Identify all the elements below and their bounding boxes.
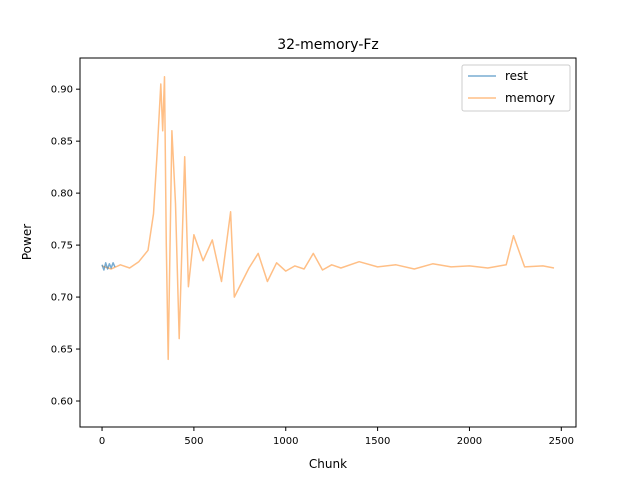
y-tick-label: 0.65: [51, 345, 73, 356]
y-tick-label: 0.70: [51, 293, 73, 304]
y-axis-label: Power: [20, 224, 34, 260]
chart-title: 32-memory-Fz: [277, 37, 379, 53]
y-tick-label: 0.60: [51, 397, 73, 408]
plot-area: [79, 57, 577, 428]
x-axis-label: Chunk: [309, 457, 347, 471]
legend: rest memory: [461, 64, 571, 112]
series-layer: [101, 75, 555, 361]
series-line-memory: [101, 75, 555, 361]
x-axis: 0 500 1000 1500 2000 2500: [99, 427, 574, 447]
y-axis: 0.60 0.65 0.70 0.75 0.80 0.85 0.90: [51, 85, 80, 408]
x-tick-label: 1000: [273, 436, 298, 447]
x-tick-label: 1500: [365, 436, 390, 447]
y-tick-label: 0.75: [51, 241, 73, 252]
legend-label-memory: memory: [505, 91, 555, 105]
x-tick-label: 500: [184, 436, 203, 447]
y-tick-label: 0.80: [51, 189, 73, 200]
axes-frame: [79, 57, 577, 428]
x-tick-label: 2500: [549, 436, 574, 447]
legend-label-rest: rest: [505, 69, 528, 83]
x-tick-label: 0: [99, 436, 105, 447]
series-line-rest: [101, 262, 116, 271]
y-tick-label: 0.85: [51, 137, 73, 148]
x-tick-label: 2000: [457, 436, 482, 447]
y-tick-label: 0.90: [51, 85, 73, 96]
